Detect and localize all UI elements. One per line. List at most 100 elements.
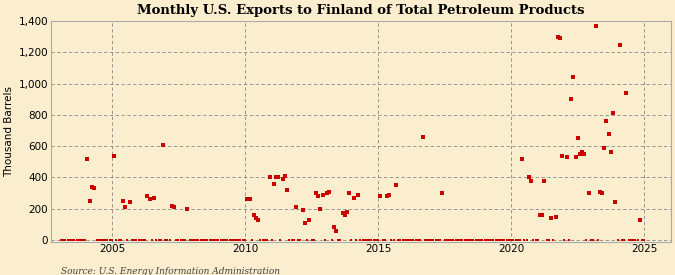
Point: [424, 238, 435, 242]
Point: [514, 238, 525, 242]
Point: [82, 156, 93, 161]
Point: [406, 238, 416, 242]
Point: [324, 189, 335, 194]
Point: [178, 238, 188, 242]
Point: [67, 238, 78, 242]
Text: Source: U.S. Energy Information Administration: Source: U.S. Energy Information Administ…: [61, 267, 279, 275]
Point: [62, 238, 73, 242]
Point: [273, 175, 284, 180]
Point: [240, 238, 250, 242]
Point: [331, 229, 342, 233]
Point: [266, 238, 277, 242]
Point: [599, 145, 610, 150]
Point: [446, 238, 457, 242]
Point: [306, 238, 317, 242]
Point: [592, 238, 603, 242]
Point: [537, 213, 547, 217]
Point: [122, 238, 133, 242]
Point: [126, 238, 137, 242]
Point: [171, 238, 182, 242]
Point: [512, 238, 523, 242]
Point: [630, 238, 641, 242]
Point: [568, 75, 578, 79]
Point: [275, 238, 286, 242]
Point: [539, 178, 550, 183]
Point: [293, 238, 304, 242]
Point: [211, 238, 221, 242]
Point: [65, 238, 76, 242]
Point: [601, 119, 612, 123]
Point: [262, 238, 273, 242]
Point: [572, 136, 583, 141]
Point: [475, 238, 485, 242]
Point: [543, 238, 554, 242]
Point: [148, 196, 159, 200]
Point: [253, 218, 264, 222]
Point: [310, 191, 321, 195]
Point: [366, 238, 377, 242]
Point: [182, 207, 192, 211]
Point: [564, 238, 574, 242]
Point: [69, 238, 80, 242]
Point: [359, 238, 370, 242]
Point: [248, 213, 259, 217]
Point: [400, 238, 410, 242]
Point: [109, 153, 119, 158]
Point: [517, 156, 528, 161]
Point: [321, 191, 332, 195]
Point: [377, 238, 388, 242]
Point: [302, 238, 313, 242]
Point: [541, 238, 552, 242]
Point: [550, 214, 561, 219]
Point: [326, 238, 337, 242]
Point: [433, 238, 443, 242]
Point: [355, 238, 366, 242]
Point: [595, 189, 605, 194]
Point: [621, 91, 632, 95]
Point: [431, 238, 441, 242]
Point: [508, 238, 518, 242]
Point: [84, 199, 95, 203]
Point: [603, 131, 614, 136]
Point: [426, 238, 437, 242]
Point: [328, 225, 339, 230]
Point: [386, 238, 397, 242]
Point: [346, 238, 357, 242]
Point: [193, 238, 204, 242]
Point: [570, 155, 581, 159]
Point: [164, 238, 175, 242]
Point: [113, 238, 124, 242]
Point: [207, 238, 217, 242]
Point: [588, 238, 599, 242]
Point: [167, 204, 178, 208]
Point: [493, 238, 504, 242]
Point: [554, 36, 565, 40]
Point: [215, 238, 226, 242]
Point: [579, 152, 590, 156]
Point: [477, 238, 488, 242]
Point: [98, 238, 109, 242]
Point: [173, 238, 184, 242]
Point: [488, 238, 499, 242]
Point: [298, 208, 308, 213]
Point: [583, 191, 594, 195]
Point: [186, 238, 197, 242]
Point: [251, 216, 262, 220]
Point: [559, 238, 570, 242]
Point: [441, 238, 452, 242]
Point: [499, 238, 510, 242]
Point: [577, 150, 588, 155]
Point: [80, 238, 90, 242]
Point: [373, 238, 383, 242]
Point: [379, 238, 390, 242]
Point: [160, 238, 171, 242]
Point: [264, 175, 275, 180]
Point: [533, 238, 543, 242]
Point: [129, 238, 140, 242]
Point: [153, 238, 164, 242]
Point: [597, 191, 608, 195]
Point: [497, 238, 508, 242]
Point: [561, 155, 572, 159]
Point: [281, 188, 292, 192]
Point: [71, 238, 82, 242]
